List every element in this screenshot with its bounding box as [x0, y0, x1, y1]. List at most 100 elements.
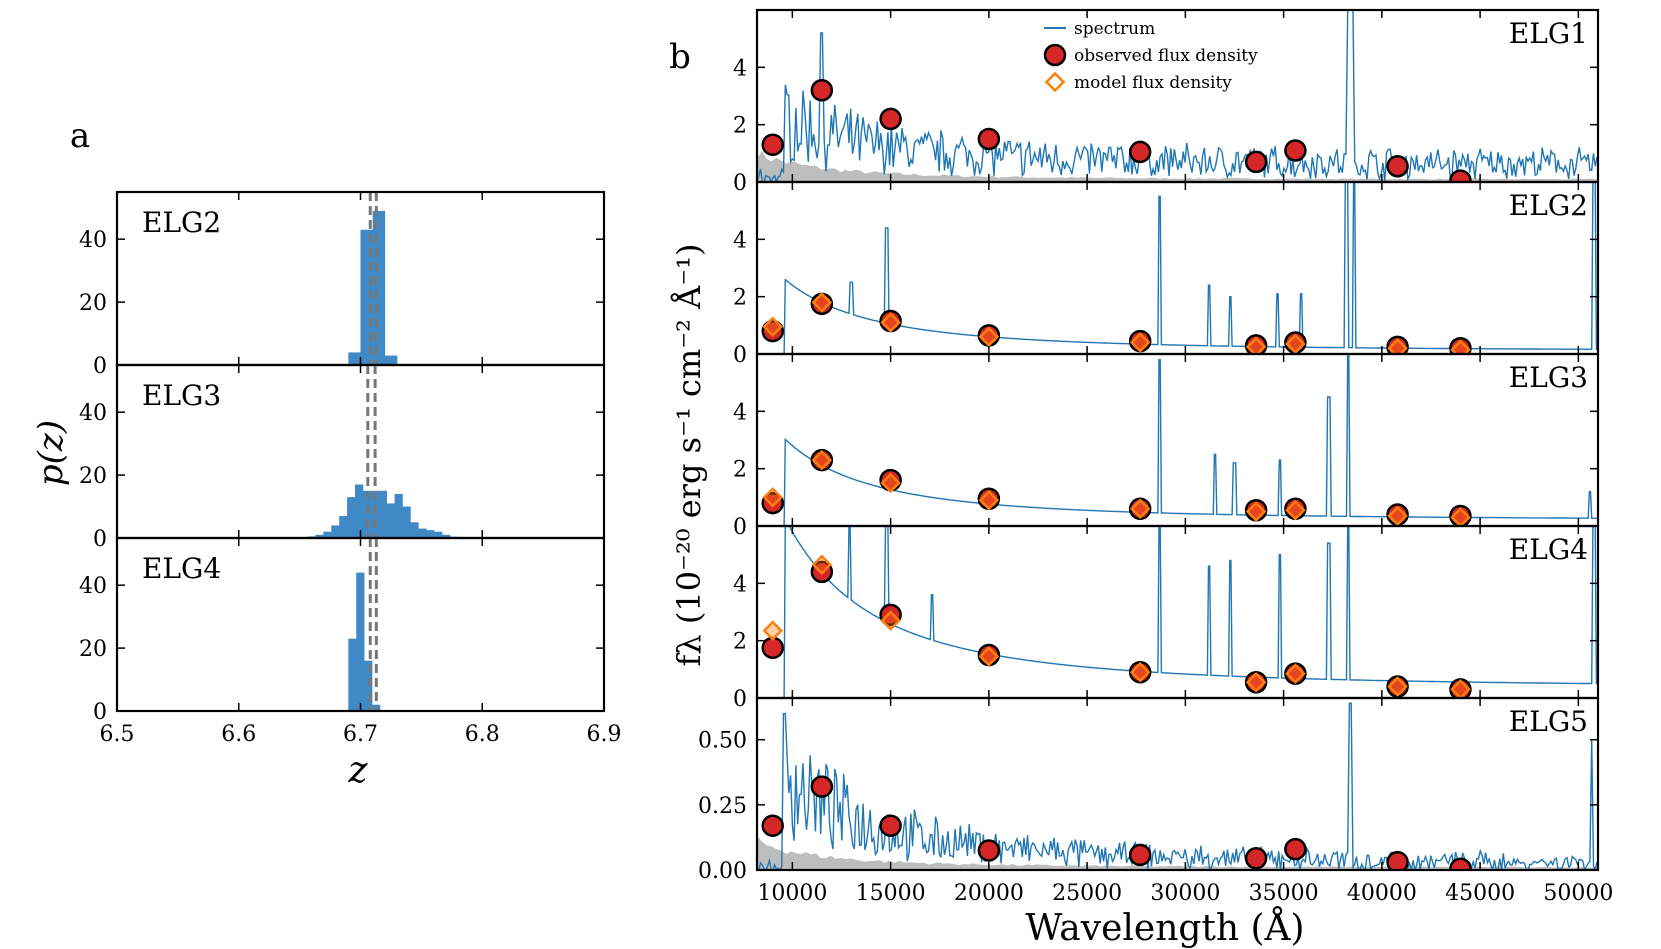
y-tick-label: 2	[733, 114, 747, 139]
hist-panel-elg2: ELG2 0 20 40	[79, 190, 606, 379]
model-point	[1450, 507, 1471, 526]
hist-bar	[402, 506, 411, 538]
observed-point	[810, 79, 834, 102]
hist-bar	[434, 531, 443, 538]
y-tick-label: 2	[733, 630, 747, 655]
x-tick-label: 35000	[1249, 881, 1319, 906]
hist-bar	[348, 638, 357, 711]
y-tick-label: 0	[733, 687, 747, 712]
spectrum-line	[757, 354, 1598, 526]
hist-bar	[348, 352, 361, 365]
model-point	[1285, 663, 1306, 684]
panel-plot-area	[757, 526, 1598, 698]
model-point	[811, 554, 833, 575]
hist-bar	[384, 355, 398, 365]
hist-bar	[362, 490, 372, 538]
observed-point	[1128, 843, 1152, 867]
panel-a-xlabel: z	[348, 750, 369, 791]
panel-plot-area	[757, 702, 1598, 870]
y-tick-label: 0	[733, 171, 747, 196]
panel-plot-area	[757, 10, 1598, 182]
observed-point	[1449, 857, 1472, 870]
spectrum-frame	[755, 696, 1600, 872]
x-tick-label: 6.8	[465, 722, 500, 747]
spectrum-panel-label: ELG4	[1509, 533, 1588, 566]
x-tick-label: 6.6	[221, 722, 256, 747]
model-point	[762, 487, 783, 508]
spectra-stack: ELG1 0 2 4 ELG2 0 2 4 ELG3 0 2 4 ELG4 0 2 4 ELG5 0.00 0.25…	[698, 8, 1613, 906]
legend-model-marker	[1044, 71, 1066, 93]
hist-bar	[355, 484, 364, 538]
x-tick-label: 40000	[1347, 881, 1417, 906]
panel-a: a ELG2 0 20 40 ELG3 0 20 40 ELG4 0 20 40 6.5 6.6 6.7 6.…	[31, 116, 622, 791]
spectrum-panel-elg3: ELG3 0 2 4	[733, 352, 1600, 540]
y-tick-label: 20	[79, 291, 107, 316]
x-tick-label: 6.5	[100, 722, 135, 747]
y-tick-label: 0	[93, 700, 107, 725]
y-tick-label: 4	[733, 228, 747, 253]
observed-point	[761, 491, 784, 515]
noise-spectrum	[757, 150, 1598, 182]
legend-observed-marker	[1043, 43, 1067, 67]
observed-point	[879, 814, 902, 837]
spectrum-panel-label: ELG3	[1509, 361, 1588, 394]
hist-bar	[339, 515, 348, 538]
spectrum-panel-label: ELG1	[1509, 17, 1588, 50]
model-point	[1129, 332, 1151, 353]
legend-model-label: model flux density	[1074, 73, 1232, 93]
y-tick-label: 40	[79, 574, 107, 599]
hist-bar	[331, 525, 340, 538]
observed-point	[1244, 847, 1268, 870]
observed-point	[1449, 169, 1472, 182]
model-point	[1387, 338, 1408, 354]
hist-bar	[410, 522, 419, 538]
hist-panel-label: ELG4	[142, 552, 221, 585]
x-tick-label: 25000	[1052, 881, 1122, 906]
x-tick-label: 20000	[954, 881, 1024, 906]
y-tick-label: 4	[733, 56, 747, 81]
y-tick-label: 40	[79, 401, 107, 426]
hist-bar	[386, 503, 395, 538]
x-tick-label: 6.9	[587, 722, 622, 747]
model-point	[978, 489, 1000, 511]
y-tick-label: 40	[79, 228, 107, 253]
legend-spectrum-label: spectrum	[1074, 19, 1155, 39]
model-point	[978, 326, 1000, 348]
model-point	[1387, 505, 1408, 526]
panel-b-xlabel: Wavelength (Å)	[1025, 907, 1304, 949]
observed-point	[1386, 154, 1409, 178]
model-point	[762, 316, 783, 338]
legend: spectrum observed flux density model flu…	[1043, 19, 1258, 93]
model-point	[1129, 498, 1151, 520]
model-point	[762, 620, 783, 641]
panel-a-ylabel: p(z)	[31, 420, 71, 486]
hist-bar	[323, 531, 332, 538]
y-tick-label: 0	[93, 527, 107, 552]
y-tick-label: 0	[733, 515, 747, 540]
panel-b: b ELG1 0 2 4 ELG2 0 2 4 ELG3 0 2 4 ELG4 0 2 4 ELG5 0.00 0.…	[669, 8, 1613, 949]
y-tick-label: 2	[733, 286, 747, 311]
hist-bar	[418, 528, 427, 538]
model-point	[1245, 501, 1267, 522]
y-tick-label: 0	[733, 343, 747, 368]
y-tick-label: 20	[79, 637, 107, 662]
model-point	[1387, 676, 1408, 697]
spectrum-line	[757, 702, 1598, 870]
panel-b-ylabel: fλ (10⁻²⁰ erg s⁻¹ cm⁻² Å⁻¹)	[670, 244, 708, 667]
hist-bar	[347, 497, 356, 538]
hist-panel-elg4: ELG4 0 20 40	[79, 536, 606, 725]
x-tick-label: 30000	[1150, 881, 1220, 906]
model-point	[1450, 679, 1471, 698]
hist-bar	[356, 572, 365, 711]
hist-bar	[394, 493, 403, 538]
model-point	[880, 472, 901, 494]
hist-panel-label: ELG2	[142, 206, 221, 239]
observed-point	[1284, 139, 1307, 162]
model-point	[1285, 499, 1306, 521]
y-tick-label: 0.25	[698, 794, 747, 819]
observed-point	[1244, 150, 1268, 174]
x-tick-label: 15000	[856, 881, 926, 906]
hist-bar	[442, 534, 451, 538]
spectrum-panel-elg2: ELG2 0 2 4	[733, 180, 1600, 368]
